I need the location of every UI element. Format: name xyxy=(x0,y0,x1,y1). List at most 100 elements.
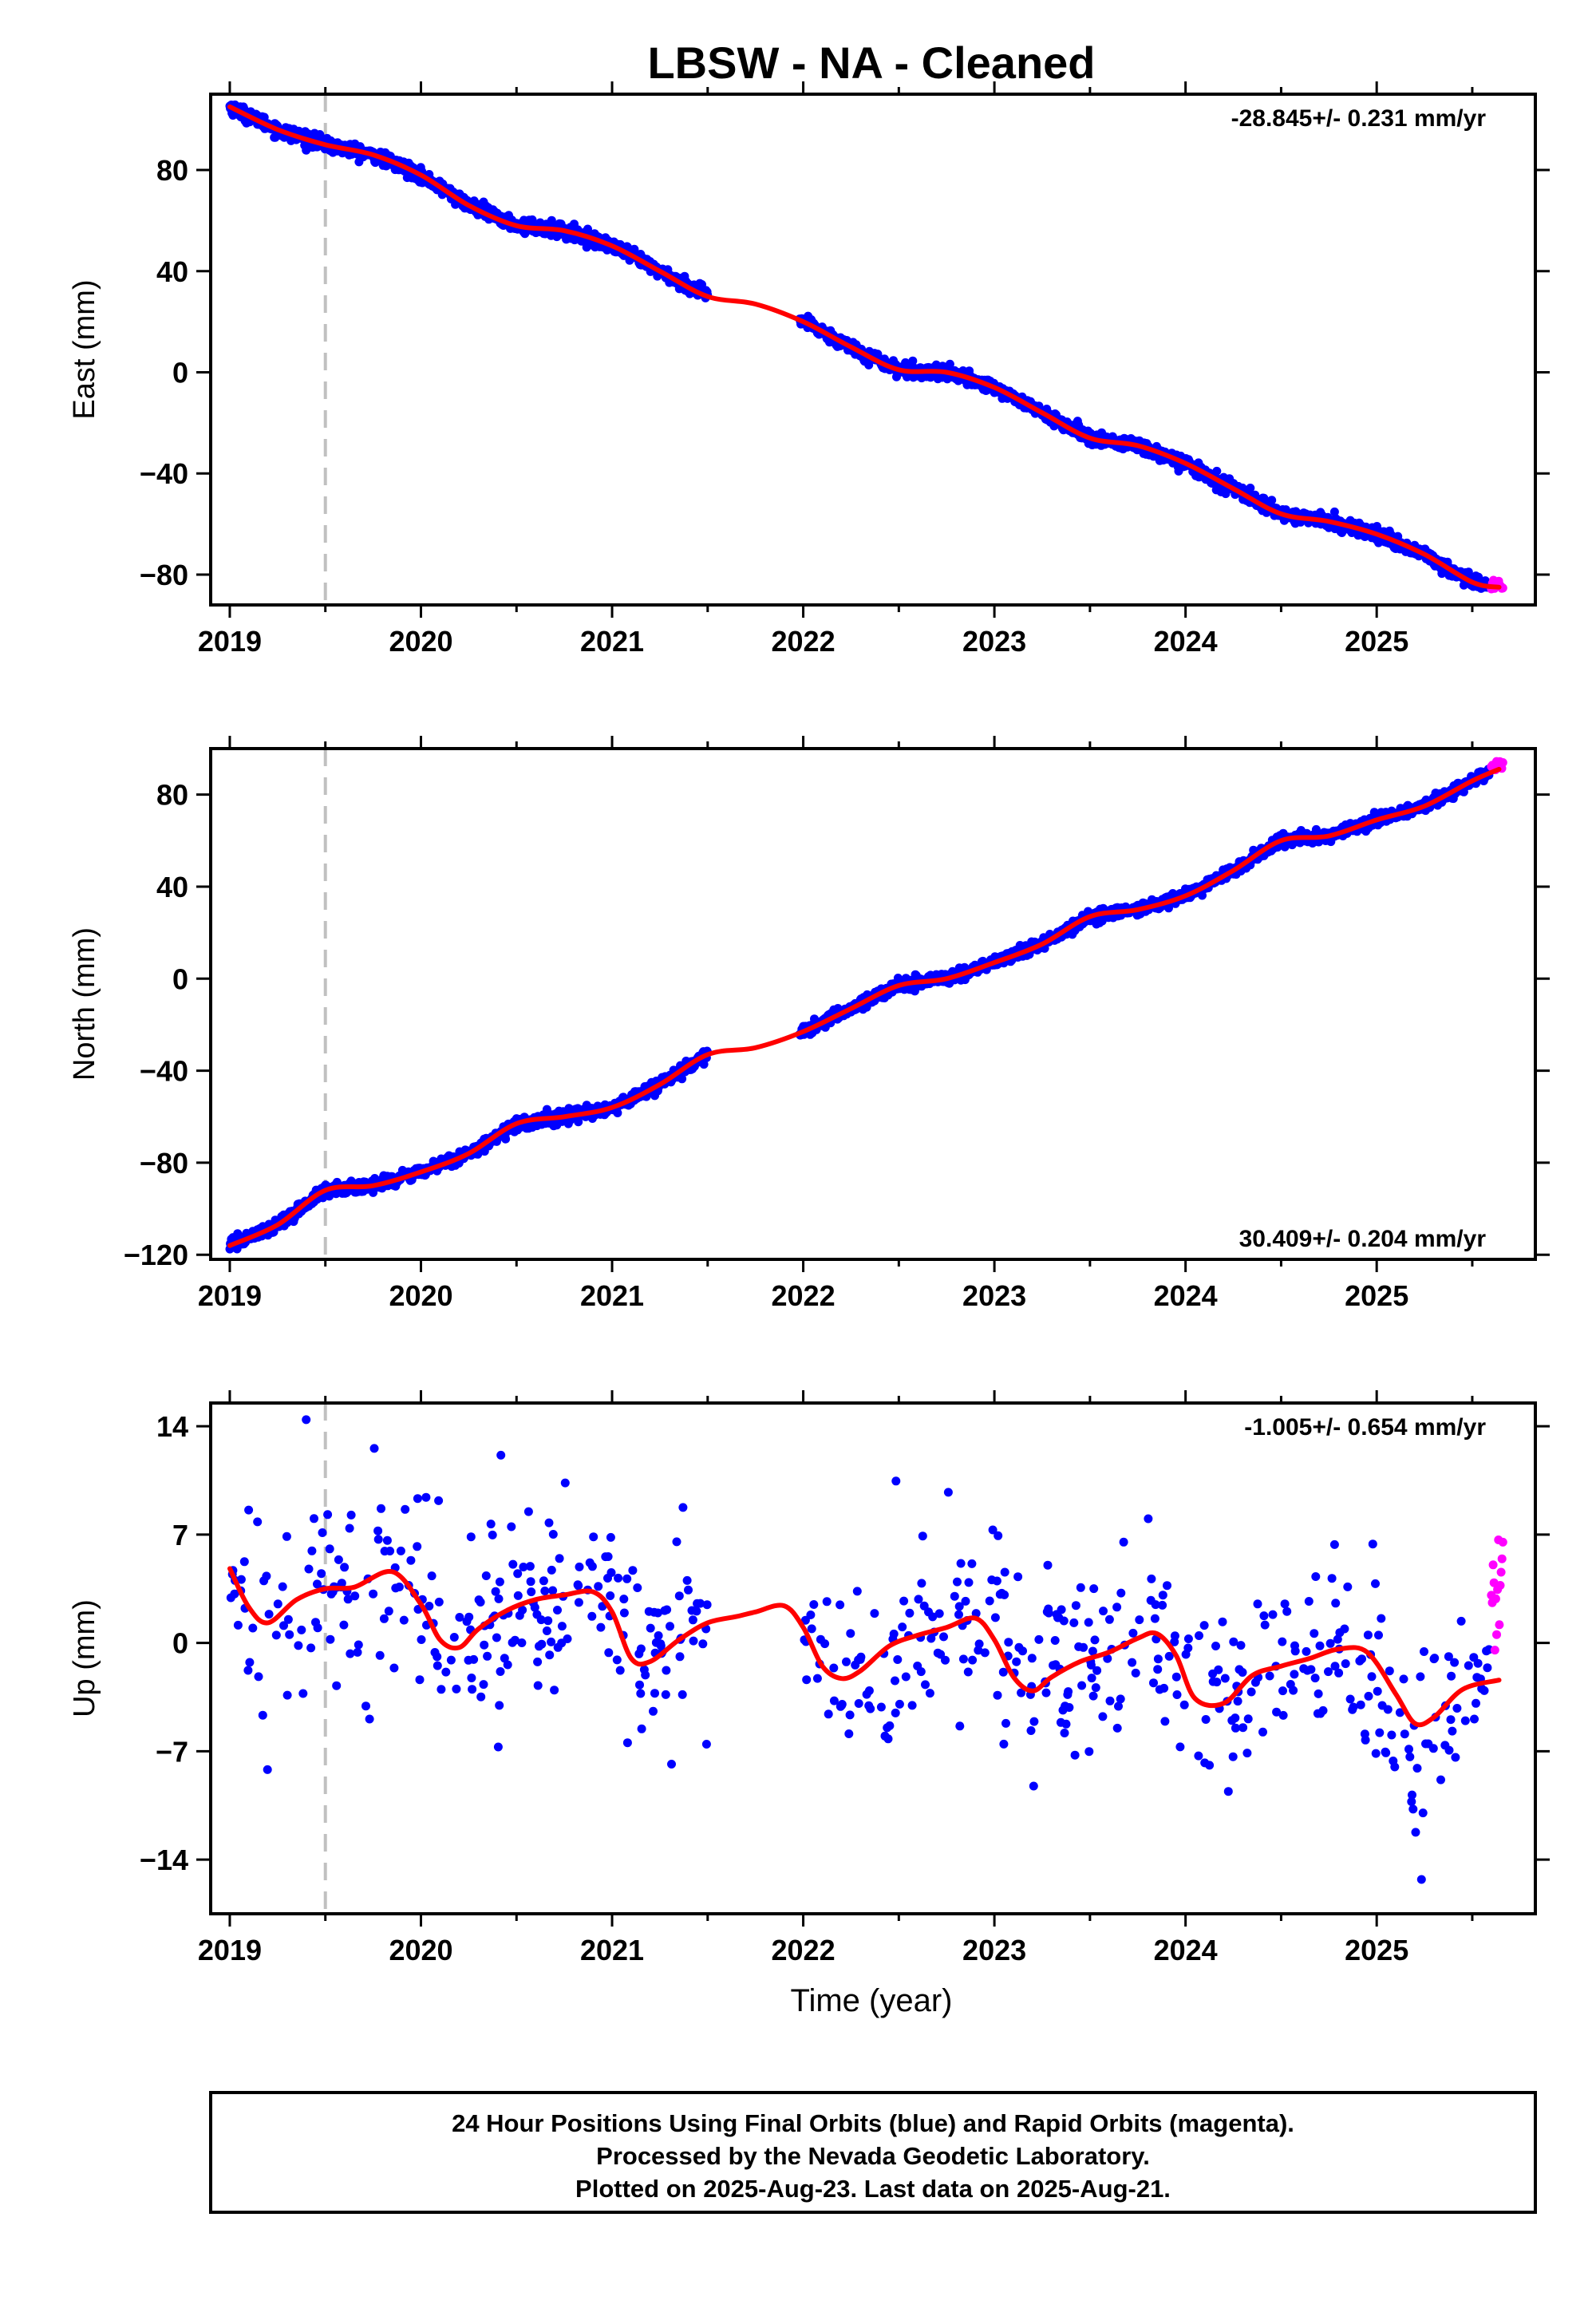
up-final-point xyxy=(650,1689,659,1698)
up-final-point xyxy=(317,1569,326,1579)
up-final-point xyxy=(870,1609,879,1618)
up-final-point xyxy=(455,1613,464,1622)
up-panel: 2019 2020 2021 2022 2023 2024 2025−14−70714Up … xyxy=(68,1390,1550,1966)
up-final-point xyxy=(325,1544,334,1554)
up-final-point xyxy=(236,1575,246,1584)
up-final-point xyxy=(449,1633,459,1642)
up-final-point xyxy=(343,1595,353,1604)
up-final-point xyxy=(517,1638,527,1647)
up-final-point xyxy=(955,1721,965,1731)
up-final-point xyxy=(365,1714,374,1724)
up-final-point xyxy=(954,1610,963,1619)
up-final-point xyxy=(401,1504,410,1514)
up-final-point xyxy=(369,1589,378,1599)
east-plot-area xyxy=(225,94,1507,605)
up-final-point xyxy=(907,1701,917,1710)
up-final-point xyxy=(606,1591,615,1600)
up-final-point xyxy=(264,1610,274,1619)
up-final-point xyxy=(332,1681,342,1690)
up-final-point xyxy=(434,1496,444,1505)
up-final-point xyxy=(379,1614,389,1623)
up-final-point xyxy=(672,1537,681,1547)
east-frame xyxy=(209,93,1537,607)
north-xtick-label: 2024 xyxy=(1154,1279,1218,1312)
up-final-point xyxy=(394,1583,404,1591)
up-final-point xyxy=(254,1672,263,1682)
north-ytick-label: −80 xyxy=(140,1147,188,1180)
up-final-point xyxy=(494,1594,504,1603)
up-final-point xyxy=(692,1607,701,1616)
up-final-point xyxy=(615,1666,625,1675)
up-final-point xyxy=(382,1535,392,1545)
up-final-point xyxy=(297,1625,306,1634)
up-final-point xyxy=(337,1579,346,1588)
figure-title: LBSW - NA - Cleaned xyxy=(647,38,1095,88)
up-final-point xyxy=(809,1600,819,1609)
north-frame xyxy=(209,747,1537,1261)
up-final-point xyxy=(688,1615,697,1625)
up-final-point xyxy=(916,1667,926,1677)
up-final-point xyxy=(604,1648,614,1658)
up-final-point xyxy=(1018,1646,1027,1656)
east-ytick-label: 80 xyxy=(156,154,188,187)
up-final-point xyxy=(980,1648,990,1658)
east-model-curve xyxy=(227,104,1502,590)
east-xtick-label: 2019 xyxy=(198,625,262,658)
up-final-point xyxy=(899,1596,909,1606)
up-final-point xyxy=(523,1507,533,1516)
up-final-point xyxy=(852,1587,862,1596)
up-final-point xyxy=(1012,1657,1021,1666)
up-final-point xyxy=(674,1591,684,1601)
north-final-point xyxy=(369,1188,378,1197)
up-final-point xyxy=(646,1623,655,1633)
up-final-point xyxy=(493,1742,503,1752)
up-final-point xyxy=(1026,1726,1036,1735)
up-final-point xyxy=(856,1652,866,1662)
up-final-point xyxy=(507,1522,516,1531)
up-final-point xyxy=(425,1602,434,1611)
up-final-point xyxy=(1000,1590,1009,1599)
up-final-point xyxy=(701,1740,711,1749)
up-final-point xyxy=(480,1640,489,1650)
east-ytick-label: −80 xyxy=(140,559,188,591)
north-xtick-label: 2021 xyxy=(580,1279,644,1312)
up-final-point xyxy=(433,1652,442,1662)
north-final-point xyxy=(613,1109,622,1117)
up-final-point xyxy=(346,1510,356,1520)
up-final-point xyxy=(649,1706,658,1716)
up-final-point xyxy=(533,1657,543,1666)
up-final-point xyxy=(891,1676,899,1686)
up-final-point xyxy=(467,1674,476,1682)
up-final-point xyxy=(628,1566,638,1575)
up-final-point xyxy=(548,1530,558,1539)
east-final-point xyxy=(583,224,592,234)
up-final-point xyxy=(243,1666,253,1675)
up-final-point xyxy=(539,1576,548,1586)
up-final-point xyxy=(633,1583,642,1592)
up-final-point xyxy=(606,1568,616,1577)
up-final-point xyxy=(829,1663,839,1673)
up-final-point xyxy=(285,1630,294,1639)
up-final-point xyxy=(918,1531,927,1541)
up-final-point xyxy=(636,1644,646,1654)
up-final-point xyxy=(829,1696,839,1705)
north-xtick-label: 2019 xyxy=(198,1279,262,1312)
up-final-point xyxy=(844,1729,854,1738)
up-final-point xyxy=(587,1562,597,1571)
up-final-point xyxy=(304,1564,314,1574)
up-final-point xyxy=(950,1591,959,1601)
north-final-point xyxy=(501,1134,511,1144)
up-final-point xyxy=(326,1634,335,1644)
up-final-point xyxy=(883,1734,893,1744)
east-xtick-label: 2020 xyxy=(389,625,452,658)
up-final-point xyxy=(820,1639,830,1649)
up-final-point xyxy=(513,1591,523,1600)
north-ytick-label: 80 xyxy=(156,779,188,812)
up-final-point xyxy=(641,1670,650,1680)
east-final-point xyxy=(1329,507,1339,516)
up-final-point xyxy=(415,1675,425,1685)
up-final-point xyxy=(1013,1572,1023,1582)
up-final-point xyxy=(963,1667,973,1677)
up-final-point xyxy=(417,1635,426,1644)
north-ytick-label: 40 xyxy=(156,871,188,903)
